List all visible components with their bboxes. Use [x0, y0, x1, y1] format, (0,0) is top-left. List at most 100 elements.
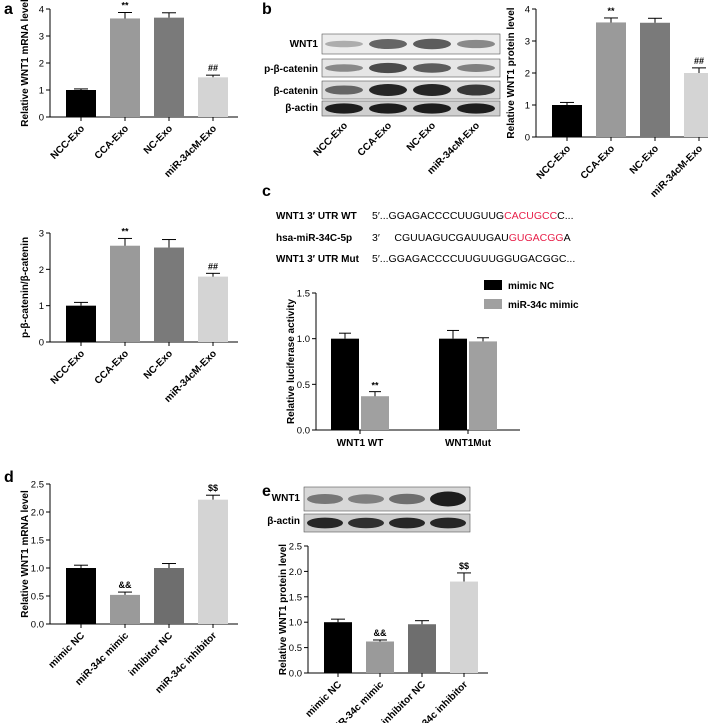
y-tick-label: 3 [525, 37, 530, 48]
blot-band [413, 84, 451, 96]
significance-label: ** [121, 226, 129, 236]
blot-b-row-label: WNT1 [290, 39, 319, 50]
blot-band [348, 494, 384, 504]
y-tick-label: 3 [39, 229, 44, 240]
y-tick-label: 4 [525, 5, 530, 16]
bar [439, 338, 467, 430]
sequence-alignment: WNT1 3′ UTR WT 5′...GGAGACCCCUUGUUGCACUG… [276, 210, 575, 265]
blot-b-row-label: β-actin [285, 103, 318, 114]
bar [640, 22, 670, 137]
y-axis-label: Relative luciferase activity [286, 299, 297, 425]
y-tick-label: 1.5 [31, 536, 44, 547]
sequence-text: 3′ CGUUAGUCGAUUGAUGUGACGGA [372, 232, 571, 244]
panel-letter-e: e [262, 483, 271, 500]
blot-b-row-label: p-β-catenin [264, 64, 318, 75]
bar [154, 17, 184, 117]
western-blot-e: WNT1 β-actin [267, 486, 471, 533]
bar [366, 641, 394, 673]
y-tick-label: 2.5 [31, 480, 44, 491]
significance-label: ## [208, 261, 218, 271]
y-tick-label: 0.0 [297, 426, 310, 437]
bar [110, 18, 140, 118]
blot-band [430, 491, 466, 507]
bar [66, 305, 96, 342]
blot-band [457, 64, 495, 72]
x-tick-label: inhibitor NC [380, 679, 428, 723]
legend-label: mimic NC [508, 281, 554, 292]
x-tick-label: NCC-Exo [49, 348, 87, 386]
chart-a1: 0 1 2 3 4 Relative WNT1 mRNA level NCC-Exo CCA-… [20, 0, 238, 180]
blot-strip [321, 33, 501, 55]
blot-lane-label: NCC-Exo [312, 120, 350, 158]
y-tick-label: 0.0 [31, 620, 44, 631]
blot-band [369, 62, 407, 74]
significance-label: ## [694, 56, 704, 66]
blot-band [457, 103, 495, 114]
bar [324, 622, 352, 673]
blot-band [413, 38, 451, 50]
y-axis-label: Relative WNT1 protein level [506, 7, 517, 138]
significance-label: ** [607, 6, 615, 16]
bar [66, 90, 96, 117]
bar [154, 247, 184, 342]
bar [198, 77, 228, 117]
blot-band [369, 103, 407, 114]
blot-e-row-label: WNT1 [272, 493, 301, 504]
bar [684, 73, 708, 137]
blot-band [430, 517, 466, 529]
y-tick-label: 1.5 [289, 592, 302, 603]
legend-swatch [484, 280, 502, 290]
blot-band [369, 84, 407, 96]
blot-strip [321, 80, 501, 100]
y-tick-label: 2.5 [289, 542, 302, 553]
y-tick-label: 1 [525, 101, 530, 112]
blot-strip [303, 513, 471, 533]
x-tick-label: NC-Exo [142, 123, 175, 156]
blot-band [325, 85, 363, 95]
bar [331, 338, 359, 430]
blot-band [307, 493, 343, 505]
y-tick-label: 1.0 [297, 334, 310, 345]
y-tick-label: 1.0 [289, 618, 302, 629]
blot-lane-label: NC-Exo [405, 120, 438, 153]
y-tick-label: 0.0 [289, 669, 302, 680]
x-tick-label: CCA-Exo [93, 123, 131, 161]
y-axis-label: p-β-catenin/β-catenin [20, 237, 31, 338]
western-blot-b: WNT1 p-β-catenin β-catenin β-actin NCC-E… [264, 33, 501, 177]
significance-label: ## [208, 63, 218, 73]
panel-letter-b: b [262, 1, 272, 18]
x-tick-label: NCC-Exo [49, 123, 87, 161]
bar [361, 396, 389, 430]
bar [110, 594, 140, 624]
y-tick-label: 4 [39, 5, 44, 16]
x-tick-label: WNT1Mut [445, 438, 492, 449]
seed-highlight: CACUGCC [504, 210, 558, 222]
sequence-text: 5′...GGAGACCCCUUGUUGCACUGCCC... [372, 210, 574, 222]
blot-band [348, 517, 384, 529]
bar [198, 276, 228, 342]
significance-label: && [374, 628, 387, 638]
blot-band [413, 103, 451, 114]
chart-b1: 0 1 2 3 4 Relative WNT1 protein level NCC-Exo C… [506, 5, 708, 200]
blot-band [325, 40, 363, 48]
sequence-label: WNT1 3′ UTR Mut [276, 254, 360, 265]
panel-letter-c: c [262, 183, 271, 200]
y-tick-label: 2 [525, 69, 530, 80]
y-tick-label: 0.5 [289, 643, 302, 654]
significance-label: $$ [459, 561, 469, 571]
sequence-text: 5′...GGAGACCCCUUGUUGGUGACGGC... [372, 253, 575, 265]
bar [110, 245, 140, 342]
y-tick-label: 0 [525, 133, 530, 144]
significance-label: $$ [208, 483, 218, 493]
y-tick-label: 2.0 [31, 508, 44, 519]
bar [552, 105, 582, 137]
blot-band [307, 517, 343, 529]
seed-highlight: GUGACGG [509, 232, 564, 244]
panel-letter-a: a [4, 1, 13, 18]
y-tick-label: 1 [39, 86, 44, 97]
y-tick-label: 1.0 [31, 564, 44, 575]
y-tick-label: 2.0 [289, 567, 302, 578]
chart-a2: 0 1 2 3 p-β-catenin/β-catenin NCC-Exo CCA-Exo *… [20, 226, 238, 405]
